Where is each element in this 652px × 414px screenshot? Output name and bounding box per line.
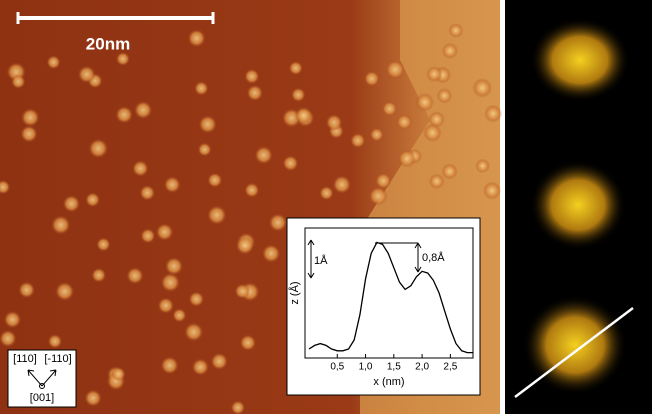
molecule — [236, 236, 254, 254]
molecule — [437, 88, 452, 103]
molecule — [484, 105, 502, 123]
molecule — [442, 163, 458, 179]
molecule-zoom — [530, 160, 626, 250]
molecule — [161, 273, 181, 293]
x-tick-label: 1,5 — [387, 362, 401, 373]
molecule — [126, 267, 143, 284]
molecule — [156, 223, 174, 241]
molecule — [20, 125, 37, 142]
molecule — [426, 66, 442, 82]
molecule — [350, 133, 365, 148]
molecule — [211, 353, 228, 370]
x-axis-label: x (nm) — [373, 376, 404, 388]
molecule — [416, 93, 434, 111]
molecule-zoom — [530, 18, 630, 102]
scale-label: 20nm — [86, 34, 130, 53]
molecule — [84, 389, 101, 406]
molecule — [333, 175, 352, 194]
molecule — [483, 182, 501, 200]
molecule — [96, 237, 110, 251]
molecule — [319, 186, 333, 200]
molecule — [11, 74, 25, 88]
molecule — [398, 149, 416, 167]
molecule — [78, 66, 96, 84]
molecule — [188, 29, 206, 47]
x-tick-label: 2,0 — [415, 362, 429, 373]
molecule — [269, 213, 288, 232]
direction-label: [-110] — [44, 353, 71, 365]
molecule — [442, 43, 458, 59]
molecule — [199, 115, 217, 133]
molecule — [244, 69, 259, 84]
molecule — [189, 291, 205, 307]
molecule — [91, 268, 106, 283]
molecule — [115, 106, 133, 124]
molecule — [111, 367, 125, 381]
molecule — [55, 282, 74, 301]
molecule — [291, 88, 305, 102]
molecule — [235, 284, 250, 299]
molecule — [473, 78, 493, 98]
molecule — [448, 23, 463, 38]
annotation: 1Å — [314, 254, 328, 267]
molecule — [386, 60, 405, 79]
figure: 20nm [110] [-110] [001] z (Å) x (nm) 1Å … — [0, 0, 652, 414]
molecule — [88, 138, 108, 158]
molecule — [164, 176, 181, 193]
molecule — [254, 146, 273, 165]
molecule — [184, 322, 203, 341]
molecule — [198, 142, 212, 156]
molecule — [158, 297, 175, 314]
molecule — [85, 192, 100, 207]
molecule — [134, 101, 152, 119]
x-tick-label: 2,5 — [443, 362, 457, 373]
molecule — [63, 195, 81, 213]
molecule — [4, 311, 22, 329]
molecule — [240, 334, 257, 351]
molecule — [48, 334, 62, 348]
molecule — [369, 186, 388, 205]
molecule — [140, 228, 155, 243]
molecule — [364, 71, 380, 87]
molecule — [244, 183, 259, 198]
x-tick-label: 0,5 — [330, 362, 344, 373]
molecule — [21, 108, 40, 127]
molecule — [172, 308, 186, 322]
molecule — [194, 81, 208, 95]
molecule — [139, 185, 155, 201]
x-tick-label: 1,0 — [359, 362, 373, 373]
molecule — [326, 114, 343, 131]
molecule — [18, 281, 35, 298]
molecule — [295, 107, 312, 124]
direction-label: [001] — [30, 392, 54, 404]
molecule — [247, 85, 263, 101]
molecule — [370, 128, 384, 142]
molecule — [165, 257, 183, 275]
molecule — [289, 61, 303, 75]
molecule — [207, 173, 222, 188]
molecule — [51, 215, 71, 235]
molecule — [475, 159, 489, 173]
molecule — [47, 55, 61, 69]
y-axis-label: z (Å) — [288, 281, 301, 304]
molecule — [262, 244, 281, 263]
molecule — [382, 101, 397, 116]
molecule — [132, 160, 149, 177]
direction-label: [110] — [13, 353, 37, 365]
molecule — [161, 356, 179, 374]
molecule — [423, 124, 441, 142]
molecule — [429, 174, 444, 189]
molecule — [192, 358, 209, 375]
molecule — [283, 155, 299, 171]
annotation: 0,8Å — [422, 251, 445, 264]
molecule — [207, 205, 227, 225]
molecule — [116, 52, 130, 66]
molecule — [396, 114, 412, 130]
